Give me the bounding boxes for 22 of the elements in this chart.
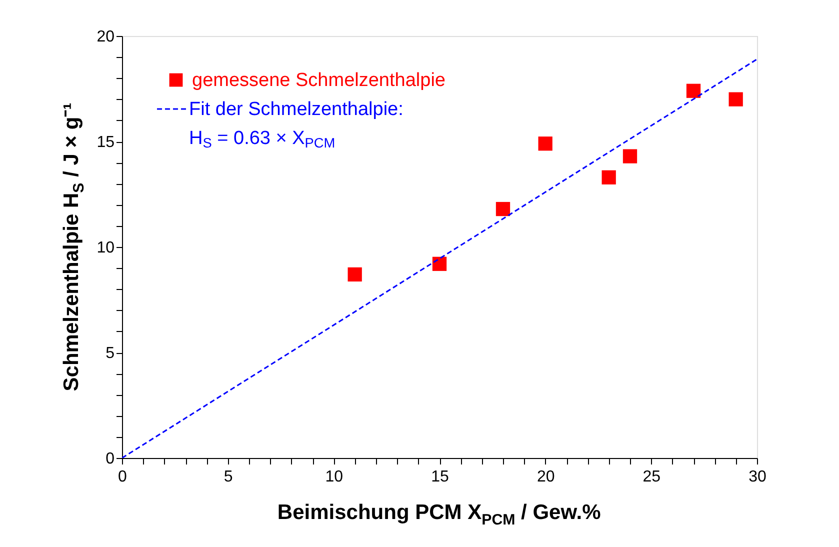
point — [622, 149, 638, 164]
y-tick-label: 20 — [96, 28, 115, 46]
y-axis-title: Schmelzenthalpie HS / J × g⁻¹ — [60, 102, 88, 392]
x-tick-label: 30 — [748, 468, 766, 486]
legend-label: gemessene Schmelzenthalpie — [192, 70, 446, 91]
x-tick-label: 5 — [224, 468, 233, 486]
point — [348, 267, 362, 282]
x-tick-label: 0 — [118, 468, 128, 486]
point — [496, 202, 510, 216]
x-tick-label: 20 — [536, 468, 555, 486]
y-tick-label: 5 — [106, 345, 115, 362]
point — [686, 84, 701, 98]
point — [602, 170, 616, 184]
y-tick-label: 15 — [96, 134, 115, 151]
y-tick-label: 0 — [106, 450, 115, 468]
point — [538, 136, 552, 151]
x-tick-label: 10 — [325, 468, 344, 486]
y-tick-label: 10 — [96, 240, 115, 256]
x-tick-label: 25 — [642, 468, 661, 486]
point — [432, 256, 447, 271]
point — [728, 92, 743, 106]
x-tick-label: 15 — [431, 468, 449, 486]
